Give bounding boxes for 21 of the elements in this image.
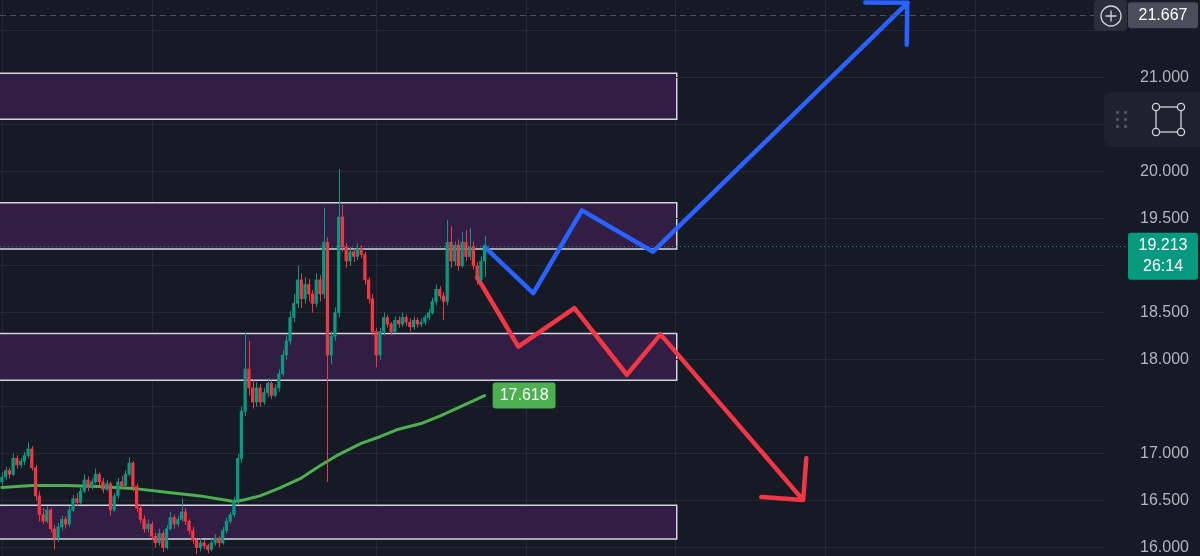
y-tick-label: 17.000 xyxy=(1140,444,1190,462)
candlestick xyxy=(56,522,60,543)
y-tick-label: 18.000 xyxy=(1140,350,1190,368)
y-tick-label: 19.500 xyxy=(1140,209,1190,227)
candlestick xyxy=(303,276,307,304)
candlestick xyxy=(464,229,468,262)
ref-line-label: 21.667 xyxy=(1138,5,1188,23)
candlestick xyxy=(318,274,322,302)
candlestick xyxy=(299,272,303,309)
y-tick-label: 18.500 xyxy=(1140,303,1190,321)
y-tick-label: 16.500 xyxy=(1140,490,1190,508)
candlestick xyxy=(307,278,311,302)
ref-line-label: 19.213 26:14 xyxy=(1138,236,1188,275)
y-tick-label: 20.000 xyxy=(1140,162,1190,180)
candlestick xyxy=(348,246,352,267)
candlestick xyxy=(449,225,453,269)
candlestick xyxy=(258,383,262,408)
y-tick-label: 21.000 xyxy=(1140,68,1190,86)
y-tick-label: 16.000 xyxy=(1140,537,1190,555)
candlestick xyxy=(269,379,273,400)
data-label: 17.618 xyxy=(499,385,549,403)
